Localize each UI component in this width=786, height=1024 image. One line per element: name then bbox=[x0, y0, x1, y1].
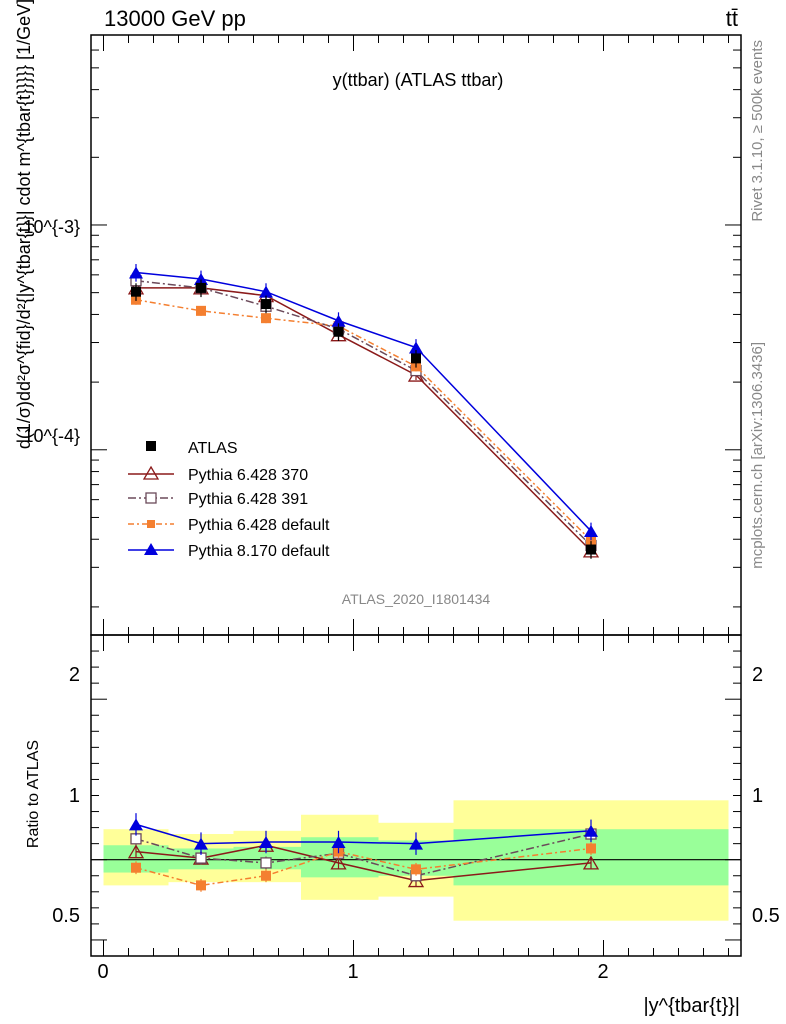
legend-entry-pythia6-391: Pythia 6.428 391 bbox=[128, 491, 308, 508]
ratio-ytick-label-2: 2 bbox=[69, 664, 80, 686]
main-series-line-2 bbox=[135, 279, 592, 547]
legend-label-pythia6-391: Pythia 6.428 391 bbox=[188, 491, 308, 508]
legend-marker-pythia8-default bbox=[144, 543, 158, 555]
ratio-point-2-5 bbox=[586, 843, 596, 854]
ratio-point-3-0 bbox=[129, 818, 143, 831]
main-point-4-3 bbox=[331, 314, 346, 327]
main-point-0-4 bbox=[411, 353, 421, 364]
main-point-0-2 bbox=[261, 299, 271, 310]
ytick-label-1e-3: 10^{-3} bbox=[24, 217, 81, 237]
ratio-point-3-2 bbox=[259, 836, 273, 849]
main-series-line-3 bbox=[135, 298, 592, 542]
main-point-0-1 bbox=[196, 282, 206, 293]
main-point-0-3 bbox=[333, 326, 344, 337]
ratio-point-2-1 bbox=[196, 880, 206, 891]
ratio-point-2-0 bbox=[131, 862, 141, 873]
main-point-4-0 bbox=[129, 266, 143, 279]
main-point-4-1 bbox=[194, 273, 208, 286]
legend-label-pythia8-default: Pythia 8.170 default bbox=[188, 543, 330, 560]
main-point-3-5 bbox=[586, 535, 596, 546]
ratio-point-2-4 bbox=[411, 864, 421, 875]
legend-label-atlas: ATLAS bbox=[188, 440, 238, 457]
legend-marker-atlas bbox=[146, 441, 156, 451]
main-ylabel: d(1/σ)dd²σ^{fid}/d²{|y^{tbar{t}}| cdot m… bbox=[14, 0, 34, 449]
ratio-ytick-label-1: 1 bbox=[69, 785, 80, 807]
legend: ATLAS Pythia 6.428 370 Pythia 6.428 391 … bbox=[128, 440, 330, 560]
legend-entry-atlas: ATLAS bbox=[146, 440, 238, 457]
ratio-ytick-label-0.5: 0.5 bbox=[52, 905, 80, 927]
x-axis-label: |y^{tbar{t}}| bbox=[643, 995, 740, 1017]
ratio-series-line-3 bbox=[135, 823, 592, 845]
ratio-point-3-3 bbox=[331, 836, 346, 849]
legend-marker-pythia6-370 bbox=[142, 465, 160, 480]
xtick-label-1: 1 bbox=[347, 961, 358, 983]
main-point-3-1 bbox=[196, 305, 206, 316]
ytick-label-1e-4: 10^{-4} bbox=[24, 426, 81, 446]
ratio-ytick-label-right-2: 2 bbox=[752, 664, 763, 686]
legend-entry-pythia6-370: Pythia 6.428 370 bbox=[128, 465, 308, 484]
ratio-point-0-0 bbox=[127, 844, 145, 859]
ratio-point-3-1 bbox=[194, 837, 208, 850]
ratio-ytick-label-right-0.5: 0.5 bbox=[752, 905, 780, 927]
main-series-line-4 bbox=[135, 271, 592, 532]
plot-layer bbox=[90, 34, 742, 957]
main-point-4-4 bbox=[409, 341, 423, 354]
ratio-series-line-0 bbox=[135, 844, 592, 882]
xtick-label-0: 0 bbox=[97, 961, 108, 983]
main-point-0-0 bbox=[131, 286, 141, 297]
legend-label-pythia6-default: Pythia 6.428 default bbox=[188, 517, 330, 534]
legend-marker-pythia6-391 bbox=[145, 492, 157, 504]
header-right: tt̄ bbox=[726, 6, 738, 31]
rivet-label: Rivet 3.1.10, ≥ 500k events bbox=[749, 40, 766, 222]
ratio-point-3-4 bbox=[409, 837, 423, 850]
legend-entry-pythia8-default: Pythia 8.170 default bbox=[128, 543, 330, 560]
ratio-series-line-2 bbox=[135, 847, 592, 887]
legend-label-pythia6-370: Pythia 6.428 370 bbox=[188, 467, 308, 484]
ratio-point-0-3 bbox=[330, 855, 347, 870]
ratio-point-0-5 bbox=[582, 855, 600, 870]
legend-entry-pythia6-default: Pythia 6.428 default bbox=[128, 517, 330, 534]
ratio-series-line-1 bbox=[135, 833, 592, 877]
main-point-4-5 bbox=[584, 525, 598, 538]
main-series-line-1 bbox=[136, 287, 592, 552]
main-point-4-2 bbox=[259, 285, 273, 298]
main-title: y(ttbar) (ATLAS ttbar) bbox=[333, 70, 504, 90]
watermark: ATLAS_2020_I1801434 bbox=[342, 591, 491, 607]
ratio-ylabel: Ratio to ATLAS bbox=[25, 740, 42, 848]
main-point-0-5 bbox=[586, 544, 596, 555]
main-point-3-2 bbox=[261, 313, 271, 324]
ratio-point-2-2 bbox=[261, 870, 271, 881]
legend-marker-pythia6-default bbox=[147, 520, 155, 528]
ratio-point-1-2 bbox=[260, 857, 272, 869]
ratio-ytick-label-right-1: 1 bbox=[752, 785, 763, 807]
mcplots-label: mcplots.cern.ch [arXiv:1306.3436] bbox=[749, 342, 766, 569]
ratio-point-3-5 bbox=[584, 824, 598, 837]
header-left: 13000 GeV pp bbox=[104, 6, 246, 31]
xtick-label-2: 2 bbox=[597, 961, 608, 983]
